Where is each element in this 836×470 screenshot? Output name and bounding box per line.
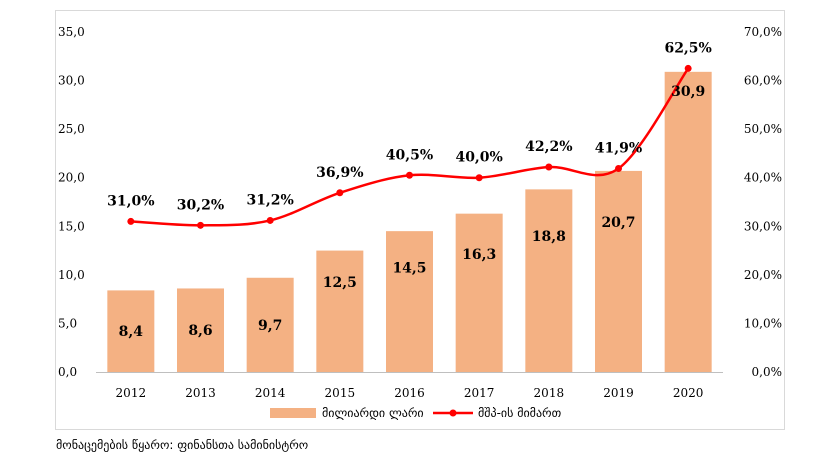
chart: 0,0 5,0 10,0 15,0 20,0 25,0 30,0 35,0 0,0% 10,0% 2…: [58, 25, 782, 420]
y-right-tick-label: 40,0%: [744, 171, 782, 185]
line-value-label: 42,2%: [525, 139, 572, 155]
bar-value-label: 8,4: [119, 324, 144, 340]
x-tick-label: 2019: [603, 386, 634, 400]
bar-2017: [455, 213, 503, 372]
chart-frame: 0,0 5,0 10,0 15,0 20,0 25,0 30,0 35,0 0,0% 10,0% 2…: [55, 10, 785, 430]
y-left-tick-label: 0,0: [58, 365, 77, 379]
bar-2016: [386, 231, 433, 372]
y-right-tick-label: 30,0%: [744, 219, 782, 233]
y-left-tick-label: 10,0: [58, 268, 85, 282]
y-right-tick-label: 0,0%: [752, 365, 783, 379]
labels-layer: 8,4 8,6 9,7 12,5 14,5 16,3 18,8 20,7 30,9 31,0% 30…: [107, 40, 712, 340]
line-value-label: 36,9%: [316, 165, 363, 181]
bar-2020: [664, 71, 712, 373]
line-value-label: 31,2%: [246, 192, 293, 208]
bar-value-label: 9,7: [258, 318, 282, 334]
line-point-2012: [127, 217, 135, 225]
y-right-tick-label: 70,0%: [744, 25, 782, 39]
y-left-tick-label: 20,0: [58, 171, 85, 185]
line-value-label: 31,0%: [107, 193, 154, 209]
x-tick-label: 2014: [255, 386, 286, 400]
bar-2013: [177, 288, 224, 372]
y-left-tick-label: 35,0: [58, 25, 85, 39]
bar-2018: [525, 189, 573, 372]
line-layer: [127, 64, 692, 229]
line-point-2018: [545, 163, 553, 171]
y-right-tick-label: 50,0%: [744, 122, 782, 136]
line-point-2019: [615, 164, 622, 172]
line-point-2014: [266, 216, 274, 224]
x-tick-label: 2020: [673, 386, 704, 400]
line-value-label: 40,5%: [386, 147, 433, 163]
bar-value-label: 14,5: [392, 260, 426, 276]
bar-value-label: 8,6: [188, 323, 212, 339]
bar-value-label: 18,8: [532, 229, 566, 245]
legend-marker-line: [449, 409, 457, 417]
y-right-tick-label: 20,0%: [744, 268, 782, 282]
bar-2019: [595, 170, 642, 372]
axis-layer: 0,0 5,0 10,0 15,0 20,0 25,0 30,0 35,0 0,0% 10,0% 2…: [58, 25, 782, 400]
y-right-tick-label: 10,0%: [744, 316, 782, 330]
x-tick-label: 2018: [534, 386, 565, 400]
line-value-label: 40,0%: [455, 150, 502, 166]
x-tick-label: 2013: [185, 386, 216, 400]
line-point-2015: [336, 189, 344, 197]
line-value-label: 30,2%: [177, 197, 224, 213]
bar-value-label: 20,7: [601, 215, 635, 231]
legend-label-line: მშპ-ის მიმართ: [478, 406, 562, 420]
line-point-2017: [475, 174, 483, 182]
y-left-tick-label: 30,0: [58, 74, 85, 88]
y-left-tick-label: 25,0: [58, 122, 85, 136]
bar-2012: [107, 290, 155, 372]
x-tick-label: 2016: [394, 386, 425, 400]
legend-swatch-bars: [270, 408, 316, 418]
y-right-tick-label: 60,0%: [744, 74, 782, 88]
line-value-label: 62,5%: [664, 40, 711, 56]
line-point-2020: [684, 64, 692, 72]
bar-value-label: 16,3: [462, 247, 496, 263]
x-tick-label: 2017: [464, 386, 495, 400]
bar-value-label: 12,5: [323, 275, 357, 291]
bars-layer: [107, 71, 712, 373]
y-left-tick-label: 15,0: [58, 219, 85, 233]
bar-2015: [316, 250, 364, 372]
y-left-tick-label: 5,0: [58, 316, 77, 330]
x-tick-label: 2012: [116, 386, 147, 400]
bar-2014: [246, 277, 294, 372]
legend: მილიარდი ლარი მშპ-ის მიმართ: [270, 406, 562, 420]
line-point-2016: [406, 171, 413, 179]
bar-value-label: 30,9: [671, 84, 705, 100]
x-tick-label: 2015: [325, 386, 356, 400]
source-note: მონაცემების წყარო: ფინანსთა სამინისტრო: [56, 438, 309, 452]
legend-label-bars: მილიარდი ლარი: [322, 406, 424, 420]
line-value-label: 41,9%: [595, 140, 642, 156]
line-point-2013: [197, 221, 204, 229]
